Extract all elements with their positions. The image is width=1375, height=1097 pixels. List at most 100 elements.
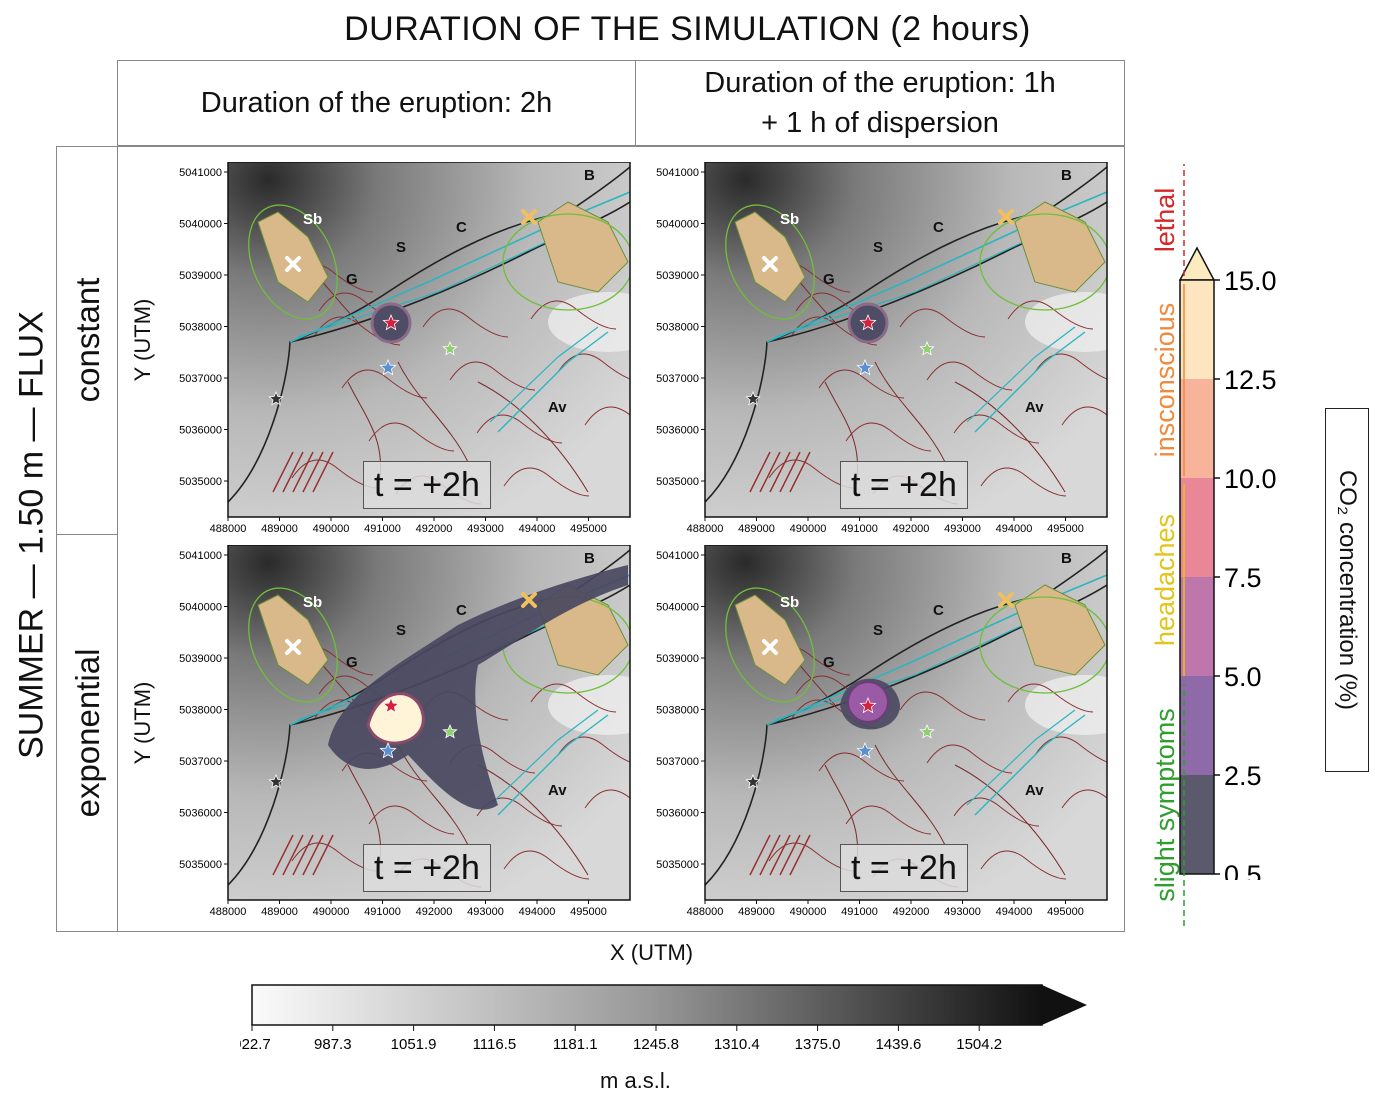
place-label-Av: Av (1025, 782, 1044, 799)
effects-legend: slight symptoms headaches insconscious leth… (1150, 164, 1185, 926)
ylabel-bottom: Y (UTM) (130, 681, 155, 765)
effect-label: slight symptoms (1150, 708, 1180, 902)
xtick: 489000 (261, 906, 298, 918)
xtick: 495000 (570, 523, 607, 535)
time-label: t = +2h (840, 461, 968, 509)
co2-segment (1180, 379, 1214, 478)
elev-tick: 1181.1 (553, 1036, 598, 1053)
ytick: 5039000 (656, 270, 699, 282)
co2-segment (1180, 577, 1214, 676)
elev-tick: 1310.4 (714, 1036, 760, 1053)
place-label-B: B (1061, 550, 1072, 567)
co2-tick: 2.5 (1224, 761, 1262, 791)
effect-label: lethal (1150, 188, 1180, 253)
co2-segment (1180, 775, 1214, 874)
xtick: 488000 (687, 906, 724, 918)
place-label-C: C (456, 602, 467, 619)
ytick: 5040000 (179, 602, 222, 614)
ytick: 5036000 (656, 425, 699, 437)
elev-tick: 987.3 (314, 1036, 352, 1053)
xtick: 494000 (996, 523, 1033, 535)
ytick: 5036000 (179, 425, 222, 437)
ytick: 5036000 (656, 808, 699, 820)
column-header-2: Duration of the eruption: 1h + 1 h of di… (635, 60, 1125, 146)
map-panel-3: Sb S C B G Av 5041000 5040000 5039000 5038000 5037… (158, 544, 632, 935)
place-label-G: G (823, 654, 835, 671)
ytick: 5037000 (656, 373, 699, 385)
xtick: 493000 (944, 906, 981, 918)
xtick: 490000 (790, 906, 827, 918)
xtick: 488000 (210, 523, 247, 535)
xtick: 493000 (467, 523, 504, 535)
ytick: 5041000 (656, 550, 699, 562)
ytick: 5040000 (656, 219, 699, 231)
time-label: t = +2h (363, 461, 491, 509)
xtick: 492000 (416, 523, 453, 535)
xtick: 495000 (570, 906, 607, 918)
xtick: 494000 (519, 906, 556, 918)
elev-gradient (251, 984, 1043, 1026)
effect-label: insconscious (1150, 303, 1180, 458)
co2-segment (1180, 478, 1214, 577)
time-label: t = +2h (363, 844, 491, 892)
xlabel: X (UTM) (610, 940, 694, 965)
co2-label-box (1325, 408, 1369, 772)
ytick: 5037000 (179, 373, 222, 385)
xtick: 494000 (519, 523, 556, 535)
ytick: 5041000 (656, 167, 699, 179)
xtick: 489000 (738, 906, 775, 918)
place-label-G: G (346, 271, 358, 288)
co2-tick: 12.5 (1224, 365, 1277, 395)
co2-colorbar: 15.0 12.5 10.0 7.5 5.0 2.5 0.5 (1178, 246, 1277, 880)
ytick: 5038000 (656, 322, 699, 334)
xtick: 489000 (738, 523, 775, 535)
place-label-Sb: Sb (780, 211, 799, 228)
place-label-B: B (584, 167, 595, 184)
co2-tick: 15.0 (1224, 266, 1277, 296)
row-label-exponential: exponential (69, 648, 106, 818)
elev-tick: 1504.2 (956, 1036, 1002, 1053)
place-label-G: G (823, 271, 835, 288)
place-label-C: C (933, 219, 944, 236)
ytick: 5039000 (179, 270, 222, 282)
xtick: 490000 (313, 523, 350, 535)
xtick: 491000 (364, 906, 401, 918)
xtick: 493000 (467, 906, 504, 918)
co2-tick: 7.5 (1224, 563, 1262, 593)
place-label-S: S (396, 622, 406, 639)
xtick: 492000 (893, 523, 930, 535)
elev-tick: 1051.9 (391, 1036, 437, 1053)
xtick: 494000 (996, 906, 1033, 918)
ytick: 5035000 (656, 476, 699, 488)
ytick: 5041000 (179, 167, 222, 179)
map-panel-2: Sb S C B G Av 5041000 5040000 5039000 5038000 5037… (635, 161, 1109, 552)
column-header-1: Duration of the eruption: 2h (117, 60, 636, 146)
elev-tick: 1245.8 (633, 1036, 679, 1053)
time-label: t = +2h (840, 844, 968, 892)
ytick: 5040000 (656, 602, 699, 614)
elev-tick: 1375.0 (795, 1036, 841, 1053)
place-label-C: C (933, 602, 944, 619)
elevation-colorbar: 922.7 987.3 1051.9 1116.5 1181.1 1245.8 1310.4… (240, 984, 1087, 1053)
co2-segment (1180, 280, 1214, 379)
effect-label: headaches (1150, 514, 1180, 646)
elevation-colorbar-label: m a.s.l. (600, 1068, 671, 1093)
place-label-Sb: Sb (303, 594, 322, 611)
elev-tick: 922.7 (240, 1036, 271, 1053)
ytick: 5035000 (179, 859, 222, 871)
place-label-S: S (873, 239, 883, 256)
place-label-Av: Av (548, 399, 567, 416)
xtick: 495000 (1047, 523, 1084, 535)
co2-core (366, 692, 425, 745)
place-label-C: C (456, 219, 467, 236)
ytick: 5036000 (179, 808, 222, 820)
co2-segment (1180, 676, 1214, 775)
xtick: 488000 (687, 523, 724, 535)
row-super-label: SUMMER — 1.50 m — FLUX (12, 311, 51, 759)
xtick: 491000 (364, 523, 401, 535)
place-label-Sb: Sb (303, 211, 322, 228)
xtick: 492000 (416, 906, 453, 918)
xtick: 491000 (841, 906, 878, 918)
ytick: 5038000 (656, 705, 699, 717)
row-label-constant: constant (69, 277, 106, 403)
